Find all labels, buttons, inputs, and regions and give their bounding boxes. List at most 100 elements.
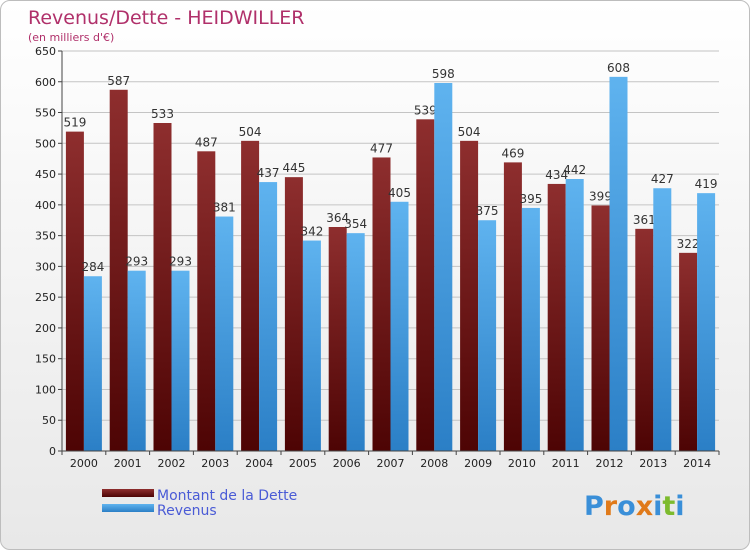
bar-dette: [284, 177, 303, 451]
legend-swatch-revenus: [102, 504, 154, 512]
data-label: 519: [63, 116, 86, 130]
bar-revenus: [259, 182, 278, 452]
y-tick-label: 250: [35, 291, 56, 304]
bar-revenus: [478, 220, 497, 451]
bar-dette: [372, 157, 391, 451]
logo-letter: P: [584, 491, 604, 522]
y-tick-label: 300: [35, 260, 56, 273]
x-tick-label: 2006: [333, 457, 361, 470]
data-label: 354: [344, 217, 367, 231]
data-label: 587: [107, 74, 130, 88]
logo-letter: t: [662, 491, 675, 522]
data-label: 504: [239, 125, 262, 139]
y-tick-label: 600: [35, 76, 56, 89]
bar-dette: [679, 252, 698, 451]
data-label: 322: [677, 237, 700, 251]
y-tick-label: 650: [35, 45, 56, 58]
x-tick-label: 2005: [289, 457, 317, 470]
bar-dette: [153, 123, 172, 451]
data-label: 608: [607, 61, 630, 75]
bar-dette: [65, 131, 84, 451]
data-label: 434: [545, 168, 568, 182]
bar-dette: [109, 89, 128, 452]
bar-dette: [547, 183, 566, 451]
bar-dette: [416, 119, 435, 452]
y-tick-label: 500: [35, 137, 56, 150]
x-tick-label: 2014: [683, 457, 711, 470]
y-tick-label: 150: [35, 353, 56, 366]
y-tick-label: 550: [35, 107, 56, 120]
data-label: 437: [257, 166, 280, 180]
y-tick-label: 0: [49, 445, 56, 458]
logo-text: Proxiti: [584, 491, 685, 522]
data-label: 445: [282, 161, 305, 175]
proxiti-logo: Proxiti: [584, 491, 685, 522]
bar-revenus: [127, 270, 146, 451]
bar-dette: [591, 205, 610, 451]
data-label: 395: [519, 192, 542, 206]
legend-label-revenus: Revenus: [157, 503, 217, 519]
bar-dette: [635, 228, 654, 451]
x-tick-label: 2013: [639, 457, 667, 470]
data-label: 533: [151, 107, 174, 121]
data-label: 598: [432, 67, 455, 81]
data-label: 504: [458, 125, 481, 139]
bar-revenus: [609, 76, 628, 451]
data-label: 539: [414, 103, 437, 117]
x-tick-label: 2004: [245, 457, 273, 470]
y-axis: 0 50 100 150 200 250 300 350 400 450 500 550 600 650: [35, 45, 63, 458]
y-tick-label: 350: [35, 230, 56, 243]
logo-letter: x: [636, 491, 653, 522]
x-tick-label: 2003: [201, 457, 229, 470]
data-label: 477: [370, 141, 393, 155]
chart-title: Revenus/Dette - HEIDWILLER: [28, 7, 305, 29]
data-label: 364: [326, 211, 349, 225]
data-label: 361: [633, 213, 656, 227]
bar-dette: [503, 162, 522, 451]
data-label: 381: [213, 201, 236, 215]
legend: Montant de la Dette Revenus: [102, 488, 297, 519]
y-tick-label: 450: [35, 168, 56, 181]
x-tick-label: 2011: [552, 457, 580, 470]
data-label: 469: [501, 146, 524, 160]
data-label: 442: [563, 163, 586, 177]
data-label: 399: [589, 189, 612, 203]
data-label: 405: [388, 186, 411, 200]
bar-revenus: [171, 270, 190, 451]
y-tick-label: 100: [35, 383, 56, 396]
logo-letter: o: [617, 491, 636, 522]
bar-revenus: [565, 179, 584, 451]
logo-letter: r: [604, 491, 618, 522]
data-label: 427: [651, 172, 674, 186]
data-label: 419: [695, 177, 718, 191]
data-label: 375: [476, 204, 499, 218]
bar-dette: [460, 140, 479, 451]
logo-letter: i: [653, 491, 662, 522]
bar-revenus: [521, 207, 540, 451]
y-tick-label: 400: [35, 199, 56, 212]
bar-dette: [197, 151, 216, 452]
x-axis: 2000 2001 2002 2003 2004 2005 2006 2007 2008 2009…: [61, 450, 720, 470]
x-tick-label: 2010: [508, 457, 536, 470]
legend-swatch-debt: [102, 489, 154, 497]
y-tick-label: 50: [42, 414, 56, 427]
bar-dette: [241, 140, 260, 451]
bar-revenus: [653, 188, 672, 451]
data-label: 293: [169, 255, 192, 269]
bar-revenus: [302, 240, 321, 451]
data-label: 293: [125, 255, 148, 269]
bar-dette: [328, 227, 347, 451]
chart-subtitle: (en milliers d'€): [28, 31, 114, 44]
bar-revenus: [434, 83, 453, 451]
x-tick-label: 2007: [377, 457, 405, 470]
bar-revenus: [697, 193, 716, 451]
bar-revenus: [346, 233, 365, 451]
data-label: 284: [81, 260, 104, 274]
legend-label-debt: Montant de la Dette: [157, 488, 297, 504]
data-label: 342: [300, 225, 323, 239]
bar-revenus: [215, 216, 234, 451]
data-label: 487: [195, 135, 218, 149]
